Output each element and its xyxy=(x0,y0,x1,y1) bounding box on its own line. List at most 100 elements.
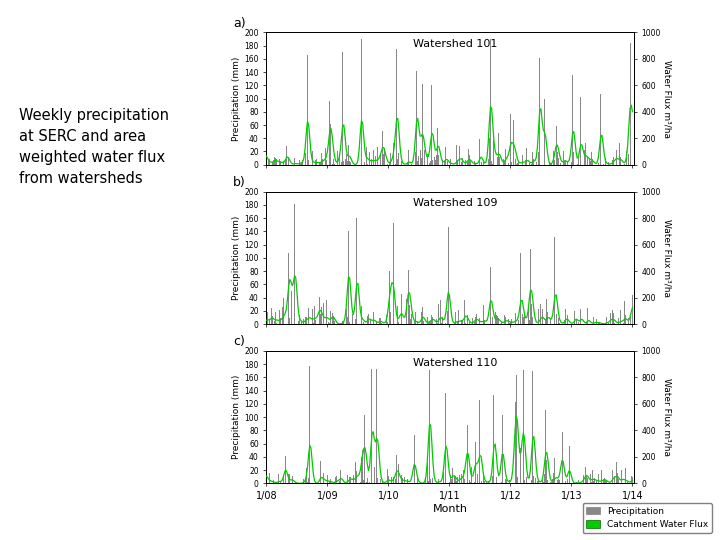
Bar xyxy=(343,321,344,324)
Bar xyxy=(554,237,556,324)
Bar xyxy=(469,322,470,324)
Bar xyxy=(409,306,410,324)
Bar xyxy=(389,162,390,165)
Bar xyxy=(584,151,585,165)
Bar xyxy=(541,309,543,324)
Bar xyxy=(335,477,336,483)
Bar xyxy=(299,315,300,324)
Bar xyxy=(586,322,588,324)
Bar xyxy=(302,160,303,165)
Bar xyxy=(484,481,485,483)
Bar xyxy=(490,267,491,324)
Bar xyxy=(271,162,273,165)
Bar xyxy=(601,470,603,483)
Bar xyxy=(618,478,619,483)
Bar xyxy=(401,475,402,483)
Bar xyxy=(402,478,403,483)
Bar xyxy=(591,152,592,165)
Bar xyxy=(565,481,566,483)
Bar xyxy=(387,469,388,483)
Bar xyxy=(306,468,307,483)
Bar xyxy=(355,462,356,483)
Bar xyxy=(505,149,506,165)
Bar xyxy=(430,479,431,483)
Bar xyxy=(414,321,415,324)
Bar xyxy=(599,322,600,324)
Bar xyxy=(289,318,290,324)
Text: Watershed 101: Watershed 101 xyxy=(413,39,498,49)
Bar xyxy=(386,315,387,324)
Bar xyxy=(554,160,556,165)
Bar xyxy=(595,319,597,324)
Bar xyxy=(427,316,428,324)
Bar xyxy=(515,159,516,165)
Bar xyxy=(376,369,377,483)
Bar xyxy=(545,320,546,324)
Bar xyxy=(500,482,502,483)
Bar xyxy=(516,375,517,483)
Bar xyxy=(538,309,539,324)
Bar xyxy=(480,163,482,165)
Bar xyxy=(321,153,322,165)
Bar xyxy=(269,320,271,324)
Bar xyxy=(330,124,331,165)
Bar xyxy=(580,97,581,165)
Bar xyxy=(606,480,607,483)
Bar xyxy=(492,476,493,483)
Bar xyxy=(379,479,381,483)
Bar xyxy=(526,477,527,483)
Bar xyxy=(422,307,423,324)
Bar xyxy=(547,480,549,483)
Bar xyxy=(483,305,484,324)
Bar xyxy=(564,161,565,165)
Bar xyxy=(569,447,570,483)
Bar xyxy=(349,322,350,324)
Bar xyxy=(573,152,575,165)
Bar xyxy=(398,321,400,324)
Bar xyxy=(373,150,374,165)
Bar xyxy=(556,314,557,324)
Bar xyxy=(557,480,558,483)
Bar xyxy=(301,322,302,324)
Bar xyxy=(301,162,302,165)
Bar xyxy=(474,442,476,483)
Bar xyxy=(461,320,462,324)
Bar xyxy=(306,318,307,324)
Bar xyxy=(492,317,493,324)
Bar xyxy=(282,307,284,324)
Bar xyxy=(323,473,325,483)
Bar xyxy=(502,415,503,483)
Bar xyxy=(608,323,609,324)
Bar xyxy=(528,320,530,324)
Bar xyxy=(430,161,431,165)
Bar xyxy=(415,312,416,324)
Bar xyxy=(424,151,426,165)
Bar xyxy=(417,478,418,483)
Bar xyxy=(558,478,559,483)
Bar xyxy=(616,473,618,483)
Bar xyxy=(342,321,343,324)
Y-axis label: Water Flux m³/ha: Water Flux m³/ha xyxy=(662,378,672,456)
Bar xyxy=(416,71,417,165)
Bar xyxy=(381,323,382,324)
Bar xyxy=(379,153,381,165)
Bar xyxy=(369,152,370,165)
Bar xyxy=(526,148,527,165)
Bar xyxy=(316,159,318,165)
Bar xyxy=(509,480,510,483)
Bar xyxy=(618,318,619,324)
Bar xyxy=(592,159,593,165)
Bar xyxy=(613,313,614,324)
Bar xyxy=(435,160,436,165)
Bar xyxy=(392,224,394,324)
Bar xyxy=(604,478,605,483)
Bar xyxy=(288,253,289,324)
Bar xyxy=(303,480,305,483)
Bar xyxy=(513,120,514,165)
Bar xyxy=(325,300,327,324)
Bar xyxy=(423,321,424,324)
Bar xyxy=(624,301,625,324)
Bar xyxy=(389,271,390,324)
Bar xyxy=(450,159,451,165)
Bar xyxy=(420,312,422,324)
